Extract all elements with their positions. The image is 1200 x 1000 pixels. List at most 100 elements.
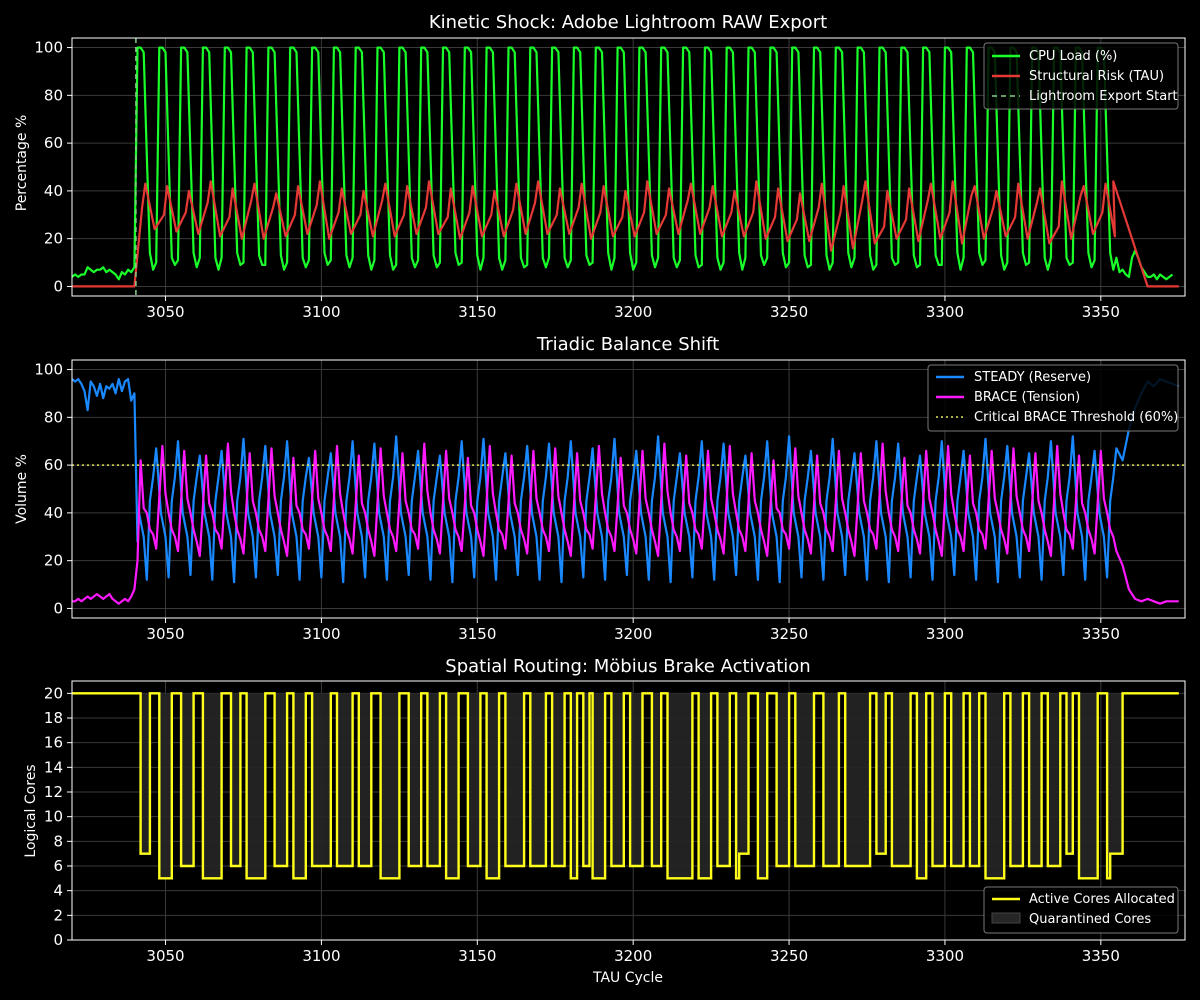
kinetic-shock-ylabel: Percentage % xyxy=(14,115,30,212)
legend-label-steady: STEADY (Reserve) xyxy=(974,370,1091,385)
quarantined-cores-band xyxy=(717,693,730,866)
spatial-routing-ytick-label: 2 xyxy=(53,906,63,924)
legend-swatch-quarantined xyxy=(991,912,1021,924)
quarantined-cores-band xyxy=(140,693,150,854)
legend-frame xyxy=(983,886,1179,934)
quarantined-cores-band xyxy=(1110,693,1123,854)
quarantined-cores-band xyxy=(985,693,1005,879)
spatial-routing-legend: Active Cores Allocated Quarantined Cores xyxy=(983,886,1179,934)
quarantined-cores-band xyxy=(876,693,886,854)
spatial-routing-ytick-label: 12 xyxy=(44,783,63,801)
spatial-routing-ytick-label: 16 xyxy=(44,734,63,752)
triadic-balance-xtick-label: 3100 xyxy=(302,625,340,643)
kinetic-shock-title: Kinetic Shock: Adobe Lightroom RAW Expor… xyxy=(429,12,827,33)
spatial-routing-xtick-label: 3350 xyxy=(1082,947,1120,965)
kinetic-shock-ytick-label: 100 xyxy=(34,39,63,57)
quarantined-cores-band xyxy=(1066,693,1073,854)
spatial-routing-xtick-label: 3250 xyxy=(770,947,808,965)
spatial-routing-ticks: 3050 3100 3150 3200 3250 3300 3350 0 2 4 6 8 10 12 14 1… xyxy=(44,684,1120,965)
triadic-balance-xtick-label: 3350 xyxy=(1082,625,1120,643)
kinetic-shock-panel: Kinetic Shock: Adobe Lightroom RAW Expor… xyxy=(14,12,1186,321)
quarantined-cores-band xyxy=(1079,693,1098,879)
kinetic-shock-axes-frame xyxy=(71,37,1186,297)
triadic-balance-xtick-label: 3200 xyxy=(614,625,652,643)
quarantined-cores-band xyxy=(739,693,749,854)
spatial-routing-plot-area xyxy=(72,692,1179,880)
quarantined-cores-band xyxy=(530,693,546,866)
spatial-routing-xtick-label: 3200 xyxy=(614,947,652,965)
quarantined-cores-band xyxy=(312,693,331,866)
quarantined-cores-band xyxy=(181,693,194,866)
legend-label-threshold: Critical BRACE Threshold (60%) xyxy=(974,410,1178,425)
legend-label-risk: Structural Risk (TAU) xyxy=(1029,69,1164,84)
triadic-balance-plot-area xyxy=(71,378,1185,605)
kinetic-shock-xtick-label: 3300 xyxy=(926,303,964,321)
triadic-balance-ylabel: Volume % xyxy=(14,454,30,524)
quarantined-cores-band xyxy=(467,693,481,866)
quarantined-cores-band xyxy=(1047,693,1061,866)
quarantined-cores-band xyxy=(486,693,500,879)
quarantined-cores-band xyxy=(552,693,565,866)
quarantined-cores-band xyxy=(408,693,422,866)
kinetic-shock-xtick-label: 3200 xyxy=(614,303,652,321)
quarantined-cores-band xyxy=(795,693,814,866)
triadic-balance-ytick-label: 20 xyxy=(44,552,63,570)
triadic-balance-ytick-label: 0 xyxy=(53,599,63,617)
quarantined-cores-band xyxy=(891,693,911,866)
spatial-routing-xlabel: TAU Cycle xyxy=(592,970,663,986)
steady-reserve-line xyxy=(71,378,1180,584)
quarantined-cores-band xyxy=(651,693,662,866)
triadic-balance-ytick-label: 80 xyxy=(44,408,63,426)
kinetic-shock-xtick-label: 3100 xyxy=(302,303,340,321)
quarantined-cores-band xyxy=(916,693,927,879)
spatial-routing-ytick-label: 10 xyxy=(44,808,63,826)
legend-label-cpu: CPU Load (%) xyxy=(1029,49,1117,64)
quarantined-cores-band xyxy=(293,693,306,879)
spatial-routing-xtick-label: 3050 xyxy=(146,947,184,965)
kinetic-shock-ytick-label: 0 xyxy=(53,277,63,295)
spatial-routing-ytick-label: 20 xyxy=(44,684,63,702)
legend-frame xyxy=(983,42,1179,110)
spatial-routing-ytick-label: 0 xyxy=(53,931,63,949)
kinetic-shock-ytick-label: 20 xyxy=(44,230,63,248)
quarantined-cores-band xyxy=(823,693,839,866)
quarantined-cores-band xyxy=(736,693,740,879)
quarantined-cores-band xyxy=(630,693,643,866)
spatial-routing-ytick-label: 8 xyxy=(53,832,63,850)
quarantined-cores-band xyxy=(231,693,241,866)
triadic-balance-axes-frame xyxy=(71,359,1186,619)
triadic-balance-xtick-label: 3050 xyxy=(146,625,184,643)
quarantined-cores-band xyxy=(1107,693,1111,879)
kinetic-shock-xtick-label: 3050 xyxy=(146,303,184,321)
spatial-routing-ylabel: Logical Cores xyxy=(23,764,39,857)
quarantined-cores-band xyxy=(274,693,288,866)
quarantined-cores-band xyxy=(202,693,222,879)
kinetic-shock-ytick-label: 60 xyxy=(44,134,63,152)
kinetic-shock-ytick-label: 40 xyxy=(44,182,63,200)
spatial-routing-ytick-label: 6 xyxy=(53,857,63,875)
quarantined-cores-band xyxy=(757,693,768,879)
quarantined-cores-band xyxy=(446,693,459,879)
active-cores-step-line xyxy=(72,692,1179,880)
spatial-routing-title: Spatial Routing: Möbius Brake Activation xyxy=(445,656,810,677)
kinetic-shock-ytick-label: 80 xyxy=(44,86,63,104)
quarantined-cores-band xyxy=(951,693,964,866)
quarantined-cores-band xyxy=(427,693,440,866)
quarantined-cores-band xyxy=(1029,693,1042,866)
triadic-balance-ytick-label: 100 xyxy=(34,361,63,379)
spatial-routing-axes-frame xyxy=(71,680,1186,941)
kinetic-shock-xtick-label: 3150 xyxy=(458,303,496,321)
quarantined-cores-band xyxy=(246,693,266,879)
kinetic-shock-xtick-label: 3350 xyxy=(1082,303,1120,321)
spatial-routing-xtick-label: 3300 xyxy=(926,947,964,965)
legend-label-quarantined: Quarantined Cores xyxy=(1029,912,1151,927)
quarantined-cores-band xyxy=(845,693,871,866)
triadic-balance-title: Triadic Balance Shift xyxy=(536,334,719,355)
triadic-balance-xtick-label: 3150 xyxy=(458,625,496,643)
legend-label-active-cores: Active Cores Allocated xyxy=(1029,892,1175,907)
triadic-balance-ticks: 3050 3100 3150 3200 3250 3300 3350 0 20 40 60 80 100 xyxy=(34,361,1120,643)
quarantined-cores-band xyxy=(505,693,525,866)
triadic-balance-ytick-label: 40 xyxy=(44,504,63,522)
spatial-routing-xtick-label: 3150 xyxy=(458,947,496,965)
spatial-routing-panel: Spatial Routing: Möbius Brake Activation… xyxy=(23,656,1186,986)
